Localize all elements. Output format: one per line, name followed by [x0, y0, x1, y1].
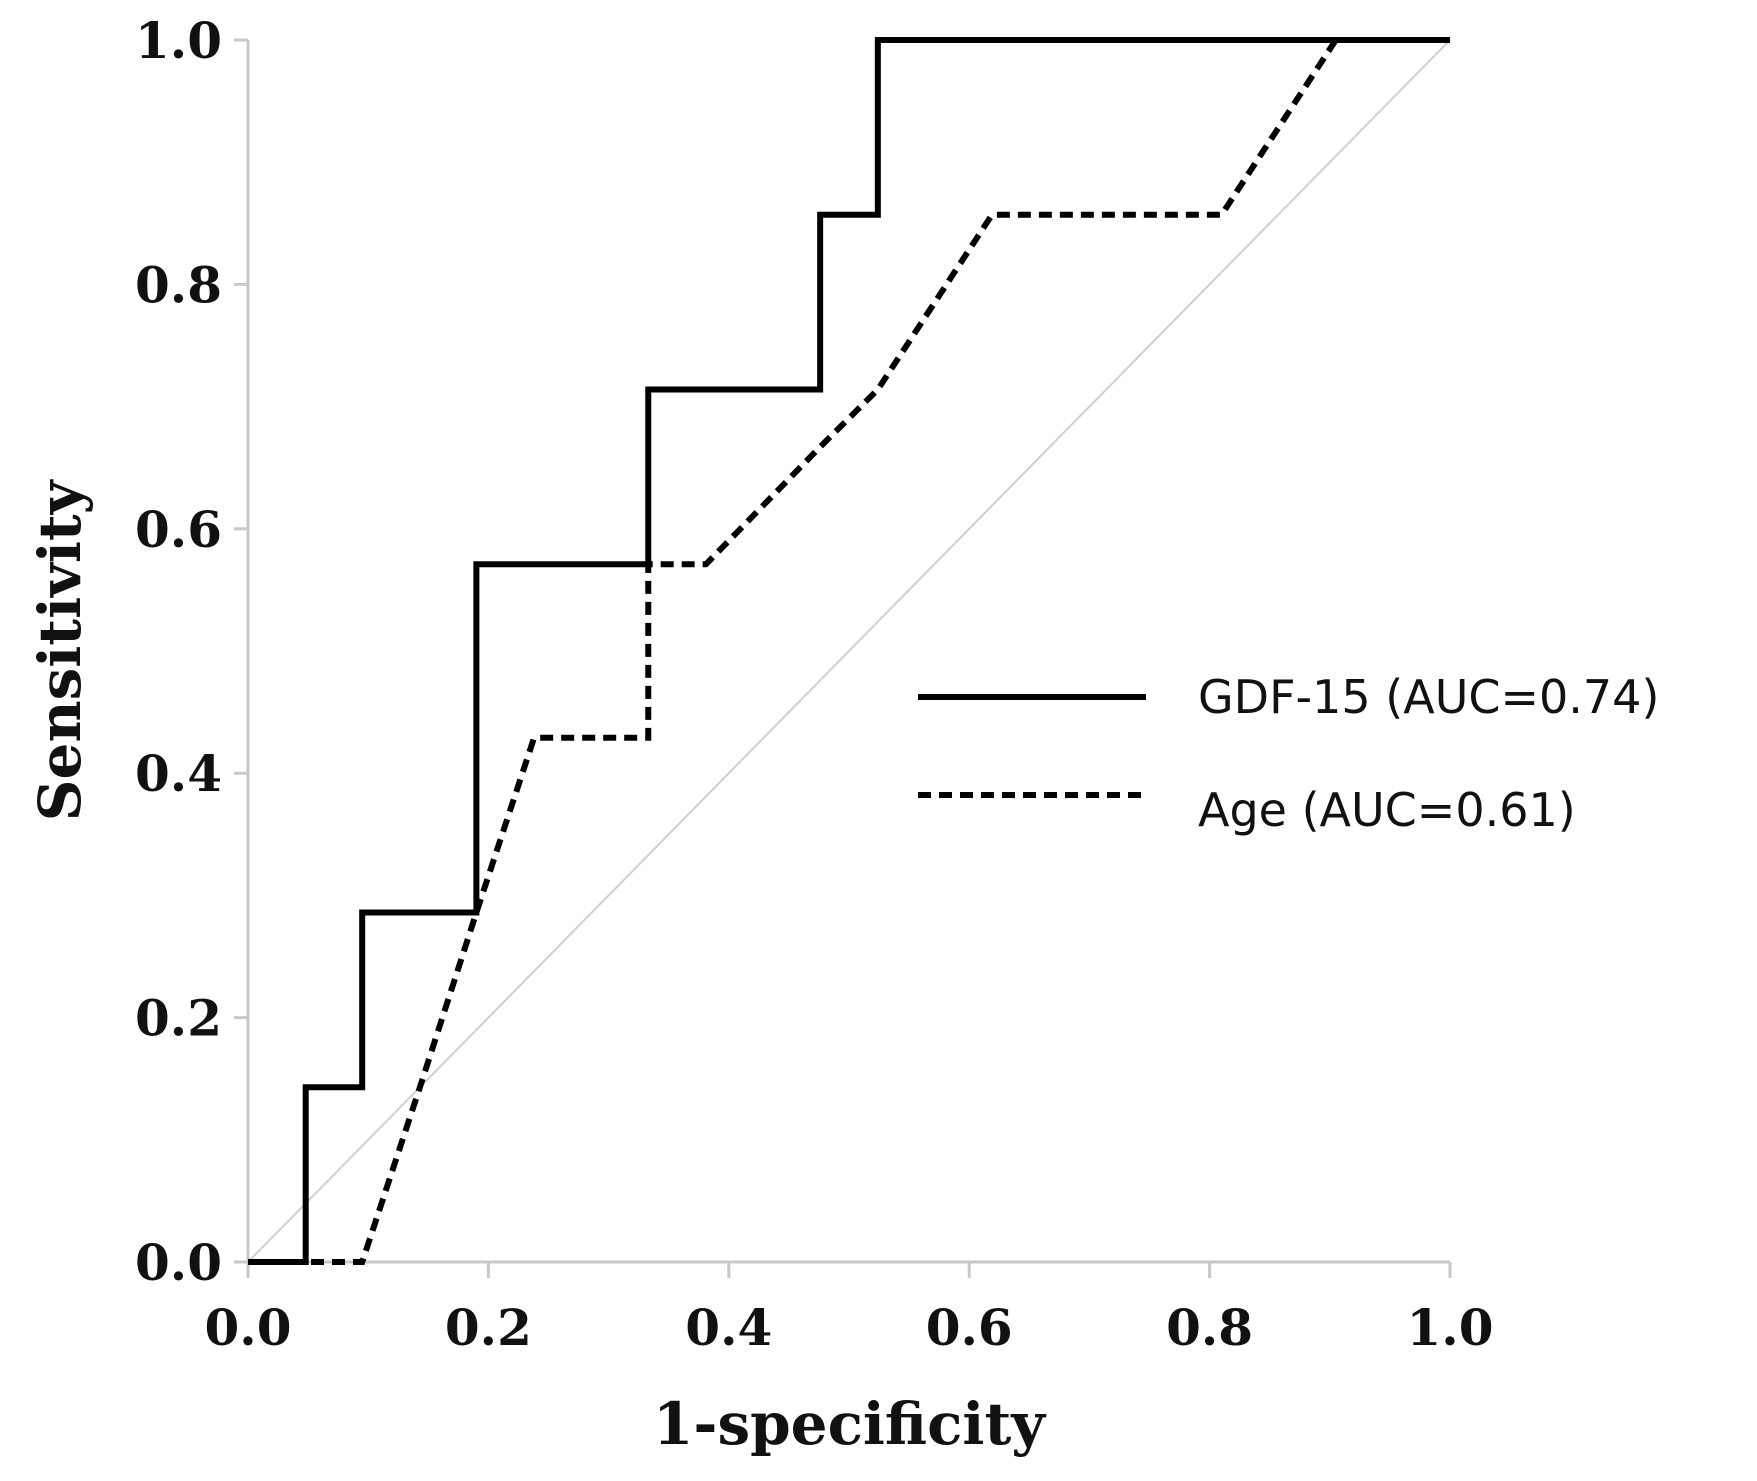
x-tick-label: 0.4	[685, 1298, 772, 1357]
y-tick-label: 0.2	[135, 989, 222, 1048]
legend-label-gdf15: GDF-15 (AUC=0.74)	[1198, 670, 1659, 724]
x-tick-label: 0.2	[445, 1298, 532, 1357]
y-axis-title: Sensitivity	[26, 478, 94, 821]
y-tick-label: 0.6	[135, 500, 222, 559]
series-line-gdf15	[248, 37, 1450, 1265]
reference-diagonal-line	[247, 39, 1451, 1263]
x-axis-title: 1-specificity	[653, 1390, 1047, 1458]
x-tick-label: 0.0	[205, 1298, 292, 1357]
y-tick-label: 0.8	[135, 255, 222, 314]
legend-label-age: Age (AUC=0.61)	[1198, 783, 1576, 837]
x-tick-label: 0.6	[926, 1298, 1013, 1357]
y-tick-label: 0.4	[135, 744, 222, 803]
x-tick-label: 0.8	[1166, 1298, 1253, 1357]
x-tick-label: 1.0	[1407, 1298, 1494, 1357]
y-tick-label: 1.0	[135, 11, 222, 70]
y-tick-label: 0.0	[135, 1233, 222, 1292]
legend: GDF-15 (AUC=0.74) Age (AUC=0.61)	[918, 670, 1659, 837]
